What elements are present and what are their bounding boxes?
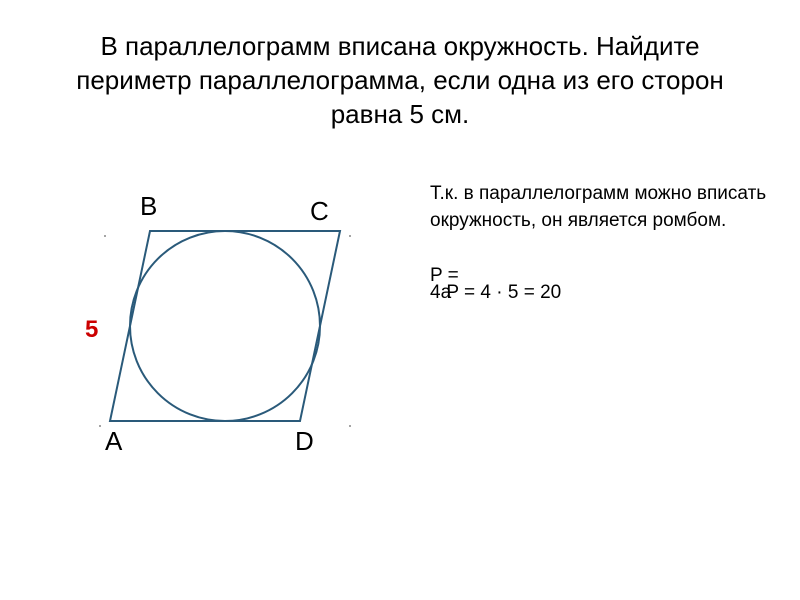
inscribed-circle <box>130 231 320 421</box>
corner-dots <box>99 235 351 427</box>
formula-line-2: 4a P = 4 · 5 = 20 <box>430 282 770 304</box>
figure-area: A B C D 5 <box>30 171 410 471</box>
parallelogram-shape <box>110 231 340 421</box>
content-area: A B C D 5 Т.к. в параллелограмм можно вп… <box>0 151 800 491</box>
problem-title: В параллелограмм вписана окружность. Най… <box>0 0 800 151</box>
vertex-label-d: D <box>295 426 314 457</box>
vertex-label-a: A <box>105 426 122 457</box>
explanation-text: Т.к. в параллелограмм можно вписать окру… <box>430 181 770 234</box>
formula-calculation: P = 4 · 5 = 20 <box>446 282 561 303</box>
vertex-label-c: C <box>310 196 329 227</box>
side-length-label: 5 <box>85 316 98 344</box>
solution-text: Т.к. в параллелограмм можно вписать окру… <box>410 171 770 471</box>
vertex-label-b: B <box>140 191 157 222</box>
